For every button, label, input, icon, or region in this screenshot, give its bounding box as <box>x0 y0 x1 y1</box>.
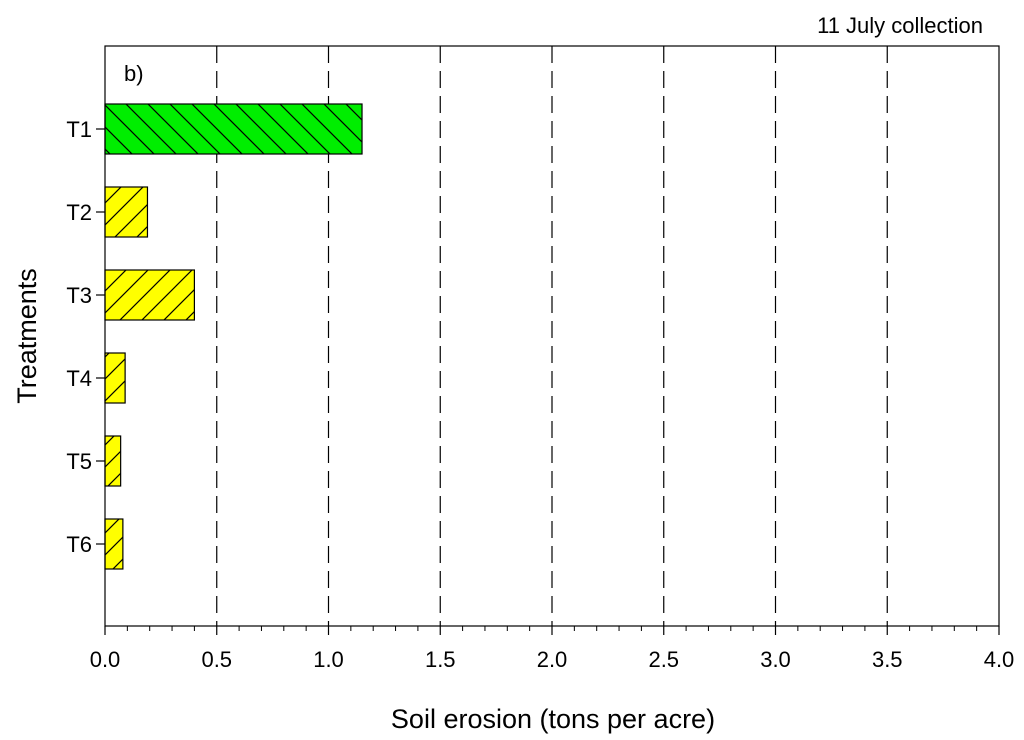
panel-label: b) <box>124 61 144 86</box>
bar-t1 <box>104 103 363 155</box>
x-tick-label: 0.5 <box>201 647 232 672</box>
y-tick-label: T1 <box>66 117 92 142</box>
y-tick-label: T4 <box>66 366 92 391</box>
bar-t4 <box>104 352 126 404</box>
y-tick-label: T2 <box>66 200 92 225</box>
chart-title: 11 July collection <box>817 13 983 38</box>
x-tick-label: 2.5 <box>648 647 679 672</box>
y-tick-label: T6 <box>66 532 92 557</box>
x-axis-label: Soil erosion (tons per acre) <box>391 704 715 734</box>
x-tick-label: 3.5 <box>872 647 903 672</box>
x-tick-label: 2.0 <box>537 647 568 672</box>
bar-t5 <box>104 435 122 487</box>
x-tick-label: 0.0 <box>90 647 121 672</box>
bar-t3 <box>104 269 196 321</box>
x-tick-label: 1.0 <box>313 647 344 672</box>
y-axis-label: Treatments <box>12 268 42 404</box>
x-tick-label: 1.5 <box>425 647 456 672</box>
y-tick-label: T3 <box>66 283 92 308</box>
bar-t2 <box>104 186 149 238</box>
x-tick-label: 3.0 <box>760 647 791 672</box>
bar-t6 <box>104 518 124 570</box>
y-tick-label: T5 <box>66 449 92 474</box>
x-tick-label: 4.0 <box>984 647 1015 672</box>
